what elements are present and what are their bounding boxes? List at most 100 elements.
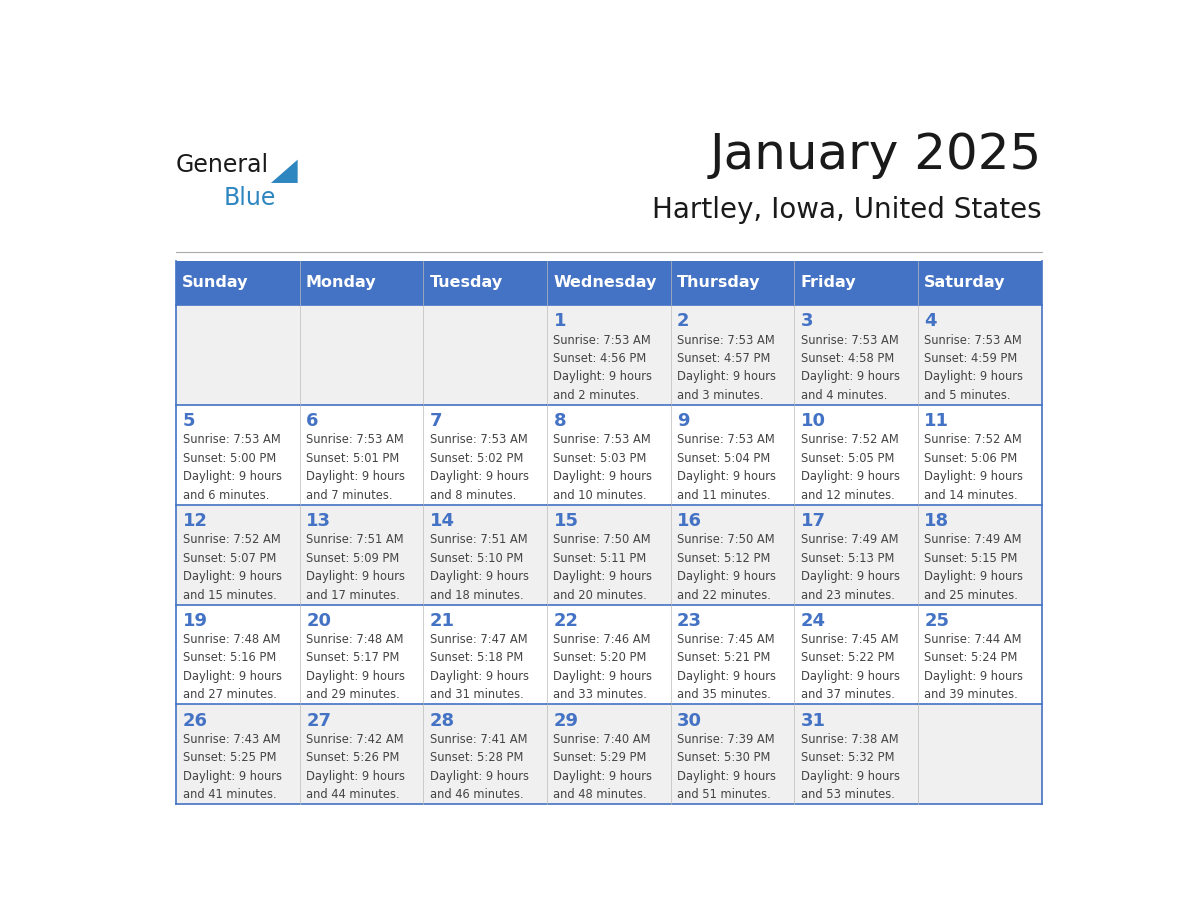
Bar <box>546 505 671 605</box>
Bar <box>176 704 299 804</box>
Text: Sunrise: 7:48 AM: Sunrise: 7:48 AM <box>183 633 280 646</box>
Bar <box>795 605 918 704</box>
Text: 28: 28 <box>430 711 455 730</box>
Bar <box>423 261 546 306</box>
Bar <box>176 306 299 405</box>
Text: Daylight: 9 hours: Daylight: 9 hours <box>430 470 529 483</box>
Text: and 4 minutes.: and 4 minutes. <box>801 389 887 402</box>
Text: 30: 30 <box>677 711 702 730</box>
Text: Sunset: 5:04 PM: Sunset: 5:04 PM <box>677 452 770 465</box>
Bar <box>918 405 1042 505</box>
Text: 4: 4 <box>924 312 937 330</box>
Text: Daylight: 9 hours: Daylight: 9 hours <box>677 769 776 783</box>
Text: Sunrise: 7:49 AM: Sunrise: 7:49 AM <box>801 533 898 546</box>
Text: 7: 7 <box>430 412 442 431</box>
Text: Sunset: 5:11 PM: Sunset: 5:11 PM <box>554 552 646 565</box>
Text: Sunset: 5:22 PM: Sunset: 5:22 PM <box>801 652 895 665</box>
Text: and 27 minutes.: and 27 minutes. <box>183 688 277 701</box>
Text: Sunrise: 7:40 AM: Sunrise: 7:40 AM <box>554 733 651 745</box>
Text: and 7 minutes.: and 7 minutes. <box>307 488 393 502</box>
Text: Daylight: 9 hours: Daylight: 9 hours <box>801 470 899 483</box>
Bar <box>546 605 671 704</box>
Text: and 41 minutes.: and 41 minutes. <box>183 789 276 801</box>
Text: Sunset: 5:18 PM: Sunset: 5:18 PM <box>430 652 523 665</box>
Text: Monday: Monday <box>307 275 377 290</box>
Text: and 2 minutes.: and 2 minutes. <box>554 389 640 402</box>
Bar <box>176 261 299 306</box>
Text: Sunset: 5:03 PM: Sunset: 5:03 PM <box>554 452 646 465</box>
Bar <box>795 306 918 405</box>
Text: and 22 minutes.: and 22 minutes. <box>677 588 771 601</box>
Bar <box>918 605 1042 704</box>
Text: Sunrise: 7:38 AM: Sunrise: 7:38 AM <box>801 733 898 745</box>
Text: Sunset: 5:24 PM: Sunset: 5:24 PM <box>924 652 1018 665</box>
Text: and 12 minutes.: and 12 minutes. <box>801 488 895 502</box>
Text: General: General <box>176 152 270 176</box>
Bar <box>299 505 423 605</box>
Text: 3: 3 <box>801 312 814 330</box>
Text: Daylight: 9 hours: Daylight: 9 hours <box>307 670 405 683</box>
Text: and 20 minutes.: and 20 minutes. <box>554 588 647 601</box>
Text: Wednesday: Wednesday <box>554 275 657 290</box>
Text: 12: 12 <box>183 512 208 530</box>
Text: and 8 minutes.: and 8 minutes. <box>430 488 517 502</box>
Bar <box>795 405 918 505</box>
Text: and 46 minutes.: and 46 minutes. <box>430 789 524 801</box>
Text: Sunrise: 7:48 AM: Sunrise: 7:48 AM <box>307 633 404 646</box>
Text: Sunset: 5:01 PM: Sunset: 5:01 PM <box>307 452 399 465</box>
Text: Daylight: 9 hours: Daylight: 9 hours <box>677 470 776 483</box>
Text: and 44 minutes.: and 44 minutes. <box>307 789 400 801</box>
Text: Blue: Blue <box>225 185 277 210</box>
Text: 6: 6 <box>307 412 318 431</box>
Text: Thursday: Thursday <box>677 275 760 290</box>
Text: Sunrise: 7:45 AM: Sunrise: 7:45 AM <box>801 633 898 646</box>
Text: and 53 minutes.: and 53 minutes. <box>801 789 895 801</box>
Text: Sunset: 5:13 PM: Sunset: 5:13 PM <box>801 552 895 565</box>
Text: Sunset: 5:21 PM: Sunset: 5:21 PM <box>677 652 771 665</box>
Bar <box>671 306 795 405</box>
Text: Sunset: 5:15 PM: Sunset: 5:15 PM <box>924 552 1018 565</box>
Bar <box>918 261 1042 306</box>
Text: Daylight: 9 hours: Daylight: 9 hours <box>183 670 282 683</box>
Text: and 15 minutes.: and 15 minutes. <box>183 588 277 601</box>
Text: 23: 23 <box>677 611 702 630</box>
Text: Daylight: 9 hours: Daylight: 9 hours <box>183 769 282 783</box>
Text: Daylight: 9 hours: Daylight: 9 hours <box>430 670 529 683</box>
Text: Sunrise: 7:53 AM: Sunrise: 7:53 AM <box>307 433 404 446</box>
Text: Sunset: 5:10 PM: Sunset: 5:10 PM <box>430 552 523 565</box>
Bar <box>176 405 299 505</box>
Text: Sunday: Sunday <box>182 275 248 290</box>
Text: Sunset: 5:26 PM: Sunset: 5:26 PM <box>307 751 399 764</box>
Text: 5: 5 <box>183 412 195 431</box>
Text: Sunset: 5:05 PM: Sunset: 5:05 PM <box>801 452 895 465</box>
Bar <box>671 261 795 306</box>
Text: Sunset: 5:25 PM: Sunset: 5:25 PM <box>183 751 276 764</box>
Text: 20: 20 <box>307 611 331 630</box>
Text: Daylight: 9 hours: Daylight: 9 hours <box>307 769 405 783</box>
Text: Sunrise: 7:44 AM: Sunrise: 7:44 AM <box>924 633 1022 646</box>
Text: 10: 10 <box>801 412 826 431</box>
Text: and 17 minutes.: and 17 minutes. <box>307 588 400 601</box>
Text: Daylight: 9 hours: Daylight: 9 hours <box>801 670 899 683</box>
Text: Sunset: 5:12 PM: Sunset: 5:12 PM <box>677 552 771 565</box>
Bar <box>299 261 423 306</box>
Text: 27: 27 <box>307 711 331 730</box>
Bar <box>795 704 918 804</box>
Bar <box>299 605 423 704</box>
Text: Daylight: 9 hours: Daylight: 9 hours <box>801 570 899 583</box>
Text: Daylight: 9 hours: Daylight: 9 hours <box>307 570 405 583</box>
Text: Daylight: 9 hours: Daylight: 9 hours <box>924 371 1023 384</box>
Text: and 11 minutes.: and 11 minutes. <box>677 488 771 502</box>
Text: Tuesday: Tuesday <box>430 275 503 290</box>
Bar <box>423 505 546 605</box>
Bar <box>795 505 918 605</box>
Text: Sunset: 5:28 PM: Sunset: 5:28 PM <box>430 751 523 764</box>
Text: Sunset: 5:17 PM: Sunset: 5:17 PM <box>307 652 399 665</box>
Text: 11: 11 <box>924 412 949 431</box>
Text: 17: 17 <box>801 512 826 530</box>
Text: Daylight: 9 hours: Daylight: 9 hours <box>430 570 529 583</box>
Bar <box>423 306 546 405</box>
Text: Sunrise: 7:51 AM: Sunrise: 7:51 AM <box>430 533 527 546</box>
Text: Daylight: 9 hours: Daylight: 9 hours <box>677 371 776 384</box>
Text: Sunset: 4:58 PM: Sunset: 4:58 PM <box>801 352 895 365</box>
